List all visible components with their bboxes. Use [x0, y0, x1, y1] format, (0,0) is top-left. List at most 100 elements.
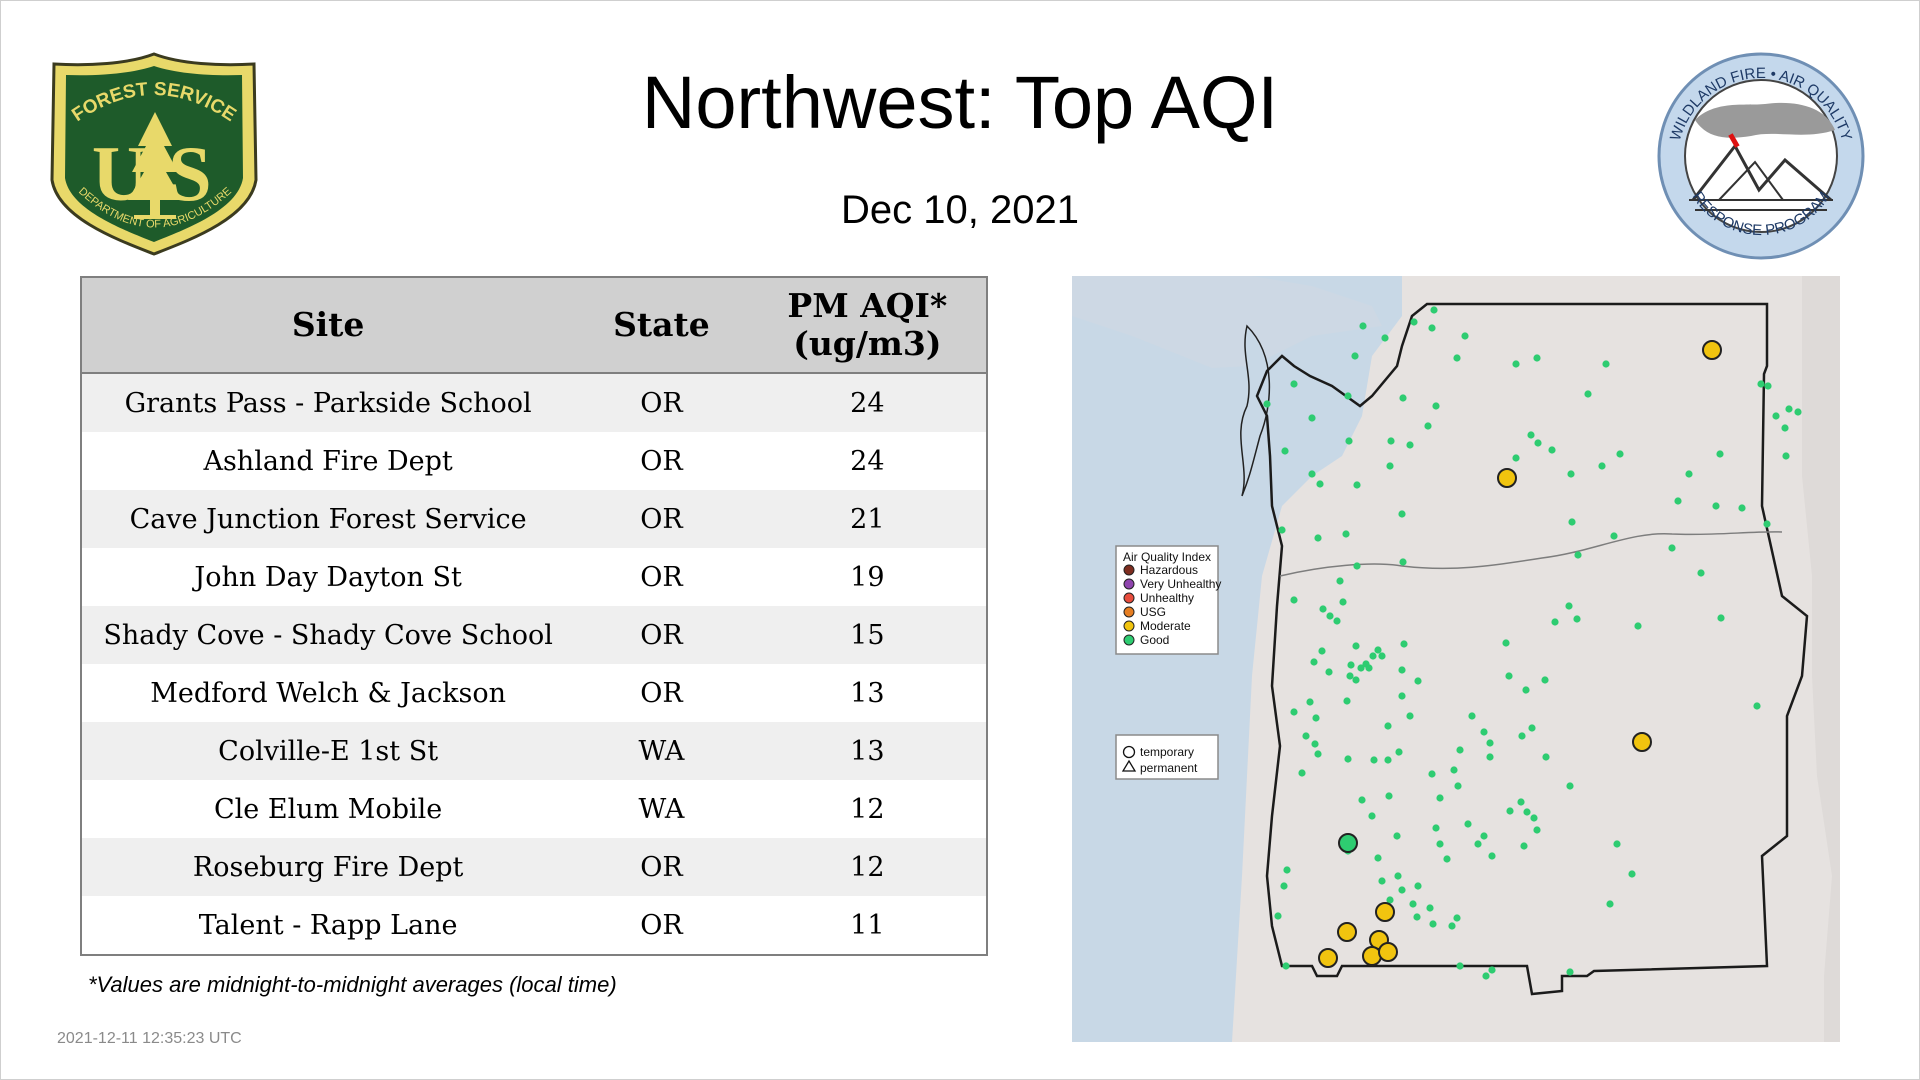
monitor-marker-good [1738, 504, 1746, 512]
monitor-marker-good [1488, 966, 1496, 974]
monitor-marker-good [1541, 676, 1549, 684]
monitor-marker-good [1351, 352, 1359, 360]
monitor-marker-good [1474, 840, 1482, 848]
monitor-marker-good [1674, 497, 1682, 505]
monitor-marker-good [1345, 437, 1353, 445]
top-site-marker [1337, 922, 1357, 942]
state-cell: OR [574, 548, 749, 606]
monitor-marker-good [1453, 914, 1461, 922]
monitor-marker-good [1399, 558, 1407, 566]
monitor-marker-good [1398, 886, 1406, 894]
report-date: Dec 10, 2021 [841, 188, 1079, 232]
aqi-cell: 12 [748, 838, 987, 896]
legend-label: USG [1140, 605, 1166, 619]
legend-label: Good [1140, 633, 1169, 647]
header-site: Site [81, 277, 575, 374]
monitor-marker-good [1352, 676, 1360, 684]
monitor-marker-good [1414, 882, 1422, 890]
table-row: Ashland Fire Dept OR 24 [81, 432, 987, 490]
monitor-marker-good [1566, 782, 1574, 790]
top-aqi-table: Site State PM AQI* (ug/m3) Grants Pass - … [80, 276, 988, 956]
monitor-marker-good [1278, 526, 1286, 534]
monitor-marker-good [1551, 618, 1559, 626]
monitor-marker-good [1298, 769, 1306, 777]
monitor-marker-good [1772, 412, 1780, 420]
pine-tree-icon [128, 112, 182, 219]
legend-label: Hazardous [1140, 563, 1198, 577]
footnote: *Values are midnight-to-midnight average… [88, 972, 617, 997]
monitor-marker-good [1753, 702, 1761, 710]
region-outline [1255, 302, 1809, 996]
monitor-marker-good [1386, 896, 1394, 904]
site-cell: John Day Dayton St [81, 548, 575, 606]
monitor-marker-good [1450, 766, 1458, 774]
monitor-marker-good [1764, 382, 1772, 390]
monitor-marker-good [1534, 439, 1542, 447]
monitor-marker-good [1482, 972, 1490, 980]
monitor-marker-good [1517, 798, 1525, 806]
monitor-marker-good [1506, 807, 1514, 815]
shape-legend: temporary permanent [1115, 734, 1219, 780]
monitor-marker-good [1523, 808, 1531, 816]
header-aqi: PM AQI* (ug/m3) [748, 277, 987, 374]
monitor-marker-good [1378, 652, 1386, 660]
state-cell: OR [574, 490, 749, 548]
monitor-marker-good [1456, 962, 1464, 970]
monitor-marker-good [1453, 354, 1461, 362]
legend-title: Air Quality Index [1123, 550, 1211, 564]
table-row: John Day Dayton St OR 19 [81, 548, 987, 606]
monitor-marker-good [1365, 664, 1373, 672]
table-row: Roseburg Fire Dept OR 12 [81, 838, 987, 896]
monitor-marker-good [1567, 470, 1575, 478]
monitor-marker-good [1413, 913, 1421, 921]
state-cell: OR [574, 606, 749, 664]
monitor-marker-good [1318, 647, 1326, 655]
monitor-marker-good [1283, 866, 1291, 874]
generated-timestamp: 2021-12-11 12:35:23 UTC [57, 1030, 242, 1047]
aqi-cell: 15 [748, 606, 987, 664]
monitor-marker-good [1428, 324, 1436, 332]
monitor-marker-good [1357, 664, 1365, 672]
monitor-marker-good [1414, 677, 1422, 685]
site-cell: Medford Welch & Jackson [81, 664, 575, 722]
legend-swatch [1123, 564, 1135, 576]
monitor-marker-good [1280, 882, 1288, 890]
monitor-marker-good [1502, 639, 1510, 647]
monitor-marker-good [1533, 826, 1541, 834]
table-row: Shady Cove - Shady Cove School OR 15 [81, 606, 987, 664]
top-site-marker [1378, 942, 1398, 962]
monitor-marker-good [1336, 577, 1344, 585]
monitor-marker-good [1468, 712, 1476, 720]
monitor-marker-good [1290, 596, 1298, 604]
monitor-marker-good [1302, 732, 1310, 740]
monitor-marker-good [1263, 400, 1271, 408]
monitor-marker-good [1717, 614, 1725, 622]
monitor-marker-good [1685, 470, 1693, 478]
monitor-marker-good [1697, 569, 1705, 577]
monitor-marker-good [1522, 686, 1530, 694]
monitor-marker-good [1566, 968, 1574, 976]
monitor-marker-good [1616, 450, 1624, 458]
monitor-marker-good [1488, 852, 1496, 860]
monitor-marker-good [1512, 454, 1520, 462]
monitor-marker-good [1428, 770, 1436, 778]
top-site-marker [1702, 340, 1722, 360]
top-site-marker [1318, 948, 1338, 968]
site-cell: Colville-E 1st St [81, 722, 575, 780]
monitor-marker-good [1369, 652, 1377, 660]
top-site-marker [1375, 902, 1395, 922]
monitor-marker-good [1308, 414, 1316, 422]
monitor-marker-good [1424, 422, 1432, 430]
state-cell: OR [574, 432, 749, 490]
monitor-marker-good [1368, 812, 1376, 820]
state-cell: WA [574, 722, 749, 780]
aqi-cell: 24 [748, 432, 987, 490]
monitor-marker-good [1342, 530, 1350, 538]
monitor-marker-good [1712, 502, 1720, 510]
state-cell: OR [574, 664, 749, 722]
monitor-marker-good [1406, 712, 1414, 720]
monitor-marker-good [1290, 708, 1298, 716]
table-row: Colville-E 1st St WA 13 [81, 722, 987, 780]
top-site-marker [1497, 468, 1517, 488]
